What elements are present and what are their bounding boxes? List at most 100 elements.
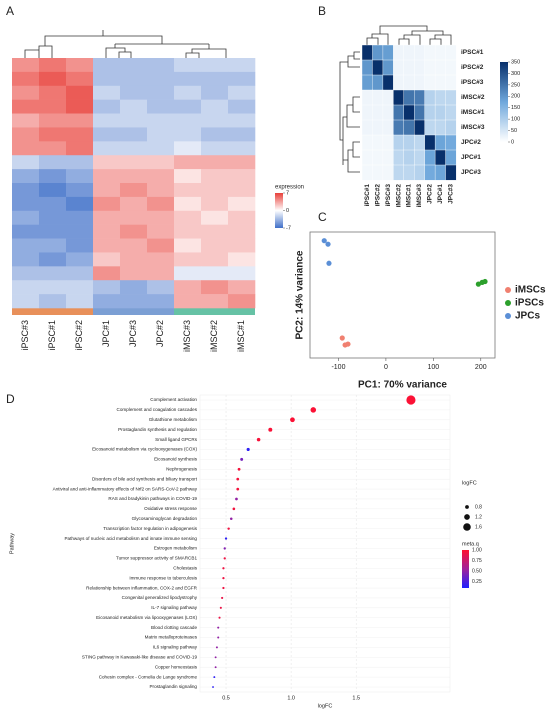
point	[482, 278, 488, 285]
heatmap-cell	[361, 164, 373, 181]
heatmap-cell	[228, 99, 256, 114]
category-label: Cohesin complex - Cornelia de Lange synd…	[99, 674, 198, 679]
dot	[232, 507, 236, 511]
dot	[229, 517, 233, 521]
heatmap-cell	[147, 127, 175, 142]
heatmap-cell	[403, 104, 415, 121]
dot	[236, 477, 240, 481]
dot	[215, 646, 218, 649]
category-label: Disorders of bile acid synthesis and bil…	[92, 476, 198, 481]
column-label: iPSC#3	[20, 320, 30, 351]
heatmap-cell	[147, 266, 175, 281]
legend-marker	[505, 287, 511, 293]
category-label: Glutathione metabolism	[149, 417, 197, 422]
category-label: Congenital generalized lipodystrophy	[122, 595, 198, 600]
heatmap-cell	[174, 224, 202, 239]
heatmap-cell	[12, 58, 40, 73]
dot	[217, 636, 220, 639]
heatmap-cell	[174, 280, 202, 295]
heatmap-cell	[12, 238, 40, 253]
heatmap-cell	[147, 224, 175, 239]
heatmap-cell	[93, 252, 121, 267]
heatmap-cell	[120, 113, 148, 128]
color-bar-label: 0	[286, 208, 289, 214]
row-label: JPC#3	[461, 169, 481, 176]
heatmap-cell	[12, 71, 40, 87]
heatmap-cell	[201, 71, 229, 87]
heatmap-cell	[93, 155, 121, 170]
heatmap-cell	[147, 196, 175, 212]
heatmap-cell	[147, 71, 175, 87]
point	[339, 335, 345, 341]
heatmap-cell	[66, 224, 94, 239]
heatmap-cell	[147, 210, 175, 225]
heatmap-cell	[393, 74, 405, 91]
heatmap-cell	[12, 252, 40, 267]
heatmap-cell	[361, 104, 373, 121]
column-label: iMSC#3	[182, 320, 192, 352]
heatmap-cell	[39, 238, 67, 253]
category-label: Prostaglandin synthesis and regulation	[118, 427, 197, 432]
heatmap-cell	[174, 155, 202, 170]
heatmap-cell	[39, 210, 67, 225]
heatmap-cell	[12, 99, 40, 114]
column-label: iPSC#1	[47, 320, 57, 351]
x-tick-label: -100	[331, 364, 345, 371]
category-label: Relationship between inflammation, COX-2…	[86, 585, 197, 590]
heatmap-cell	[393, 134, 405, 151]
group-bar	[93, 308, 174, 315]
heatmap-cell	[228, 210, 256, 225]
row-label: JPC#1	[461, 154, 481, 161]
category-label: IL-7 signaling pathway	[151, 605, 197, 610]
heatmap-cell	[12, 169, 40, 184]
column-label: iPSC#2	[74, 320, 84, 351]
heatmap-cell	[39, 294, 67, 309]
heatmap-cell	[66, 210, 94, 225]
heatmap-cell	[434, 44, 447, 61]
heatmap-cell	[228, 58, 256, 73]
heatmap-cell	[228, 280, 256, 295]
heatmap-cell	[201, 196, 229, 212]
heatmap-cell	[372, 134, 384, 151]
heatmap-cell	[201, 294, 229, 309]
dot	[268, 427, 273, 432]
category-label: Tumor suppressor activity of SMARCB1	[116, 556, 197, 561]
heatmap-cell	[201, 141, 229, 156]
color-bar-label: 0	[511, 139, 514, 145]
category-label: Transcription factor regulation in adipo…	[103, 526, 198, 531]
heatmap-cell	[174, 113, 202, 128]
color-bar-label: 350	[511, 59, 520, 65]
heatmap-cell	[12, 224, 40, 239]
heatmap-cell	[361, 119, 373, 136]
group-bar	[174, 308, 255, 315]
dot	[217, 626, 220, 629]
dot	[290, 417, 295, 423]
heatmap-cell	[445, 104, 457, 121]
x-tick-label: 1.5	[352, 695, 360, 701]
dot	[214, 666, 217, 669]
heatmap-cell	[147, 252, 175, 267]
category-label: Eicosanoid metabolism via lipooxygenases…	[96, 615, 197, 620]
heatmap-cell	[174, 252, 202, 267]
heatmap-cell	[393, 104, 405, 121]
heatmap-cell	[434, 149, 447, 166]
heatmap-cell	[39, 99, 67, 114]
heatmap-cell	[93, 183, 121, 198]
heatmap-cell	[120, 183, 148, 198]
row-label: iMSC#3	[461, 124, 485, 131]
heatmap-cell	[414, 74, 426, 91]
heatmap-cell	[414, 134, 426, 151]
dot	[237, 467, 241, 471]
heatmap-cell	[12, 266, 40, 281]
heatmap-cell	[174, 58, 202, 73]
heatmap-cell	[174, 71, 202, 87]
heatmap-cell	[382, 164, 394, 181]
heatmap-cell	[414, 104, 426, 121]
heatmap-cell	[93, 224, 121, 239]
heatmap-cell	[66, 85, 94, 100]
heatmap-cell	[39, 196, 67, 212]
dot	[222, 577, 225, 580]
dot	[256, 437, 261, 442]
heatmap-cell	[403, 89, 415, 106]
color-bar-label: 0.50	[472, 568, 482, 574]
